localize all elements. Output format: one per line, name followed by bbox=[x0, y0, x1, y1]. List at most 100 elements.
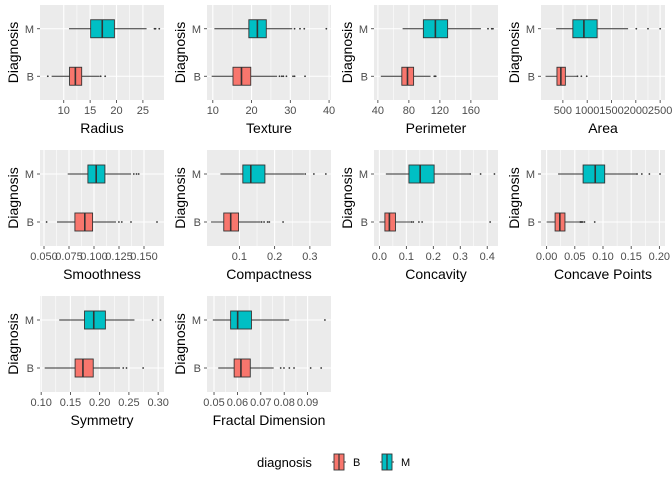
x-tick-label: 30 bbox=[284, 105, 296, 117]
x-tick-label: 15 bbox=[84, 105, 96, 117]
y-tick-label: M bbox=[25, 315, 34, 327]
outlier-point bbox=[130, 221, 132, 223]
box-fractal-dimension-m bbox=[212, 310, 326, 330]
x-tick-label: 0.07 bbox=[250, 397, 271, 409]
outlier-point bbox=[659, 173, 661, 175]
panel-perimeter: B M 40 80 120 160 Perimeter Diagnosis bbox=[339, 5, 498, 136]
x-tick-label: 0.25 bbox=[118, 397, 139, 409]
y-tick-label: B bbox=[528, 217, 535, 229]
x-tick-label: 10 bbox=[207, 105, 219, 117]
x-tick-label: 0.06 bbox=[227, 397, 248, 409]
x-tick-label: 0.05 bbox=[564, 251, 585, 263]
outlier-point bbox=[576, 75, 579, 78]
x-tick-label: 500 bbox=[554, 105, 572, 117]
x-tick-label: 0.1 bbox=[399, 251, 414, 263]
outlier-point bbox=[260, 221, 263, 223]
iqr-box bbox=[233, 358, 251, 378]
x-tick-label: 0.15 bbox=[60, 397, 81, 409]
outlier-point bbox=[285, 75, 288, 78]
box-concave-points-m bbox=[558, 164, 661, 184]
x-tick-label: 0.10 bbox=[592, 251, 613, 263]
box-perimeter-m bbox=[402, 19, 494, 39]
y-tick-label: B bbox=[528, 71, 535, 83]
y-axis-title: Diagnosis bbox=[5, 22, 21, 83]
panel-background bbox=[207, 296, 331, 392]
panel-background bbox=[207, 5, 331, 100]
outlier-point bbox=[418, 221, 420, 223]
x-tick-label: 0.09 bbox=[297, 397, 318, 409]
outlier-point bbox=[118, 221, 120, 223]
outlier-point bbox=[410, 221, 413, 223]
box-texture-m bbox=[214, 19, 328, 39]
legend-key-b bbox=[332, 453, 346, 471]
x-tick-label: 0.3 bbox=[302, 251, 317, 263]
panel-background bbox=[40, 296, 164, 392]
x-axis-title: Fractal Dimension bbox=[213, 412, 326, 428]
x-axis-title: Texture bbox=[246, 120, 292, 136]
outlier-point bbox=[282, 75, 285, 78]
outlier-point bbox=[583, 221, 586, 223]
box-symmetry-m bbox=[59, 310, 162, 330]
outlier-point bbox=[304, 173, 307, 175]
outlier-point bbox=[279, 367, 282, 369]
x-tick-label: 20 bbox=[245, 105, 257, 117]
outlier-point bbox=[479, 173, 482, 175]
outlier-point bbox=[266, 221, 269, 223]
panel-radius: B M 10 15 20 25 Radius Diagnosis bbox=[5, 5, 164, 136]
outlier-point bbox=[263, 221, 265, 223]
box-radius-b bbox=[46, 66, 107, 86]
outlier-point bbox=[99, 75, 102, 78]
y-tick-label: B bbox=[194, 71, 201, 83]
outlier-point bbox=[125, 367, 128, 369]
x-tick-label: 0.30 bbox=[147, 397, 168, 409]
x-tick-label: 0.08 bbox=[273, 397, 294, 409]
outlier-point bbox=[293, 367, 295, 369]
outlier-point bbox=[293, 27, 296, 30]
y-axis-title: Diagnosis bbox=[506, 22, 522, 83]
box-area-m bbox=[556, 19, 662, 39]
outlier-point bbox=[120, 221, 123, 223]
x-tick-label: 0.10 bbox=[30, 397, 51, 409]
panel-concavity: B M 0.0 0.1 0.2 0.3 0.4 Concavity Diagnosis bbox=[339, 150, 498, 282]
box-fractal-dimension-b bbox=[218, 358, 323, 378]
outlier-point bbox=[268, 221, 271, 223]
panel-texture: B M 10 20 30 40 Texture Diagnosis bbox=[172, 5, 335, 136]
panel-area: B M 500 1000 1500 2000 2500 Area Diagnosis bbox=[506, 5, 672, 136]
box-smoothness-b bbox=[45, 212, 158, 232]
y-tick-label: B bbox=[27, 217, 34, 229]
y-tick-label: M bbox=[25, 24, 34, 36]
x-tick-label: 0.20 bbox=[649, 251, 670, 263]
legend-title: diagnosis bbox=[257, 455, 312, 470]
outlier-point bbox=[324, 173, 327, 175]
outlier-point bbox=[151, 319, 154, 321]
box-smoothness-m bbox=[67, 164, 140, 184]
legend: diagnosis B M bbox=[257, 453, 410, 471]
outlier-point bbox=[593, 221, 596, 223]
outlier-point bbox=[647, 27, 649, 30]
iqr-box bbox=[74, 212, 94, 232]
x-axis-title: Concavity bbox=[405, 266, 466, 282]
box-compactness-b bbox=[211, 212, 284, 232]
x-tick-label: 0.075 bbox=[55, 251, 83, 263]
x-axis-title: Concave Points bbox=[554, 266, 652, 282]
outlier-point bbox=[412, 221, 415, 223]
x-tick-label: 0.0 bbox=[372, 251, 387, 263]
y-axis-title: Diagnosis bbox=[5, 167, 21, 228]
y-tick-label: B bbox=[27, 71, 34, 83]
x-tick-label: 0.050 bbox=[30, 251, 58, 263]
outlier-point bbox=[585, 75, 588, 78]
outlier-point bbox=[489, 221, 492, 223]
outlier-point bbox=[158, 27, 161, 30]
x-tick-label: 20 bbox=[110, 105, 122, 117]
panel-symmetry: B M 0.10 0.15 0.20 0.25 0.30 Symmetry Diagnosis bbox=[5, 296, 169, 428]
x-tick-label: 120 bbox=[431, 105, 449, 117]
outlier-point bbox=[640, 173, 643, 175]
panel-background bbox=[541, 5, 665, 100]
y-tick-label: B bbox=[27, 363, 34, 375]
outlier-point bbox=[659, 27, 662, 30]
x-tick-label: 2000 bbox=[624, 105, 648, 117]
outlier-point bbox=[324, 319, 326, 321]
x-axis-title: Area bbox=[588, 120, 618, 136]
legend-label-b: B bbox=[353, 457, 360, 469]
